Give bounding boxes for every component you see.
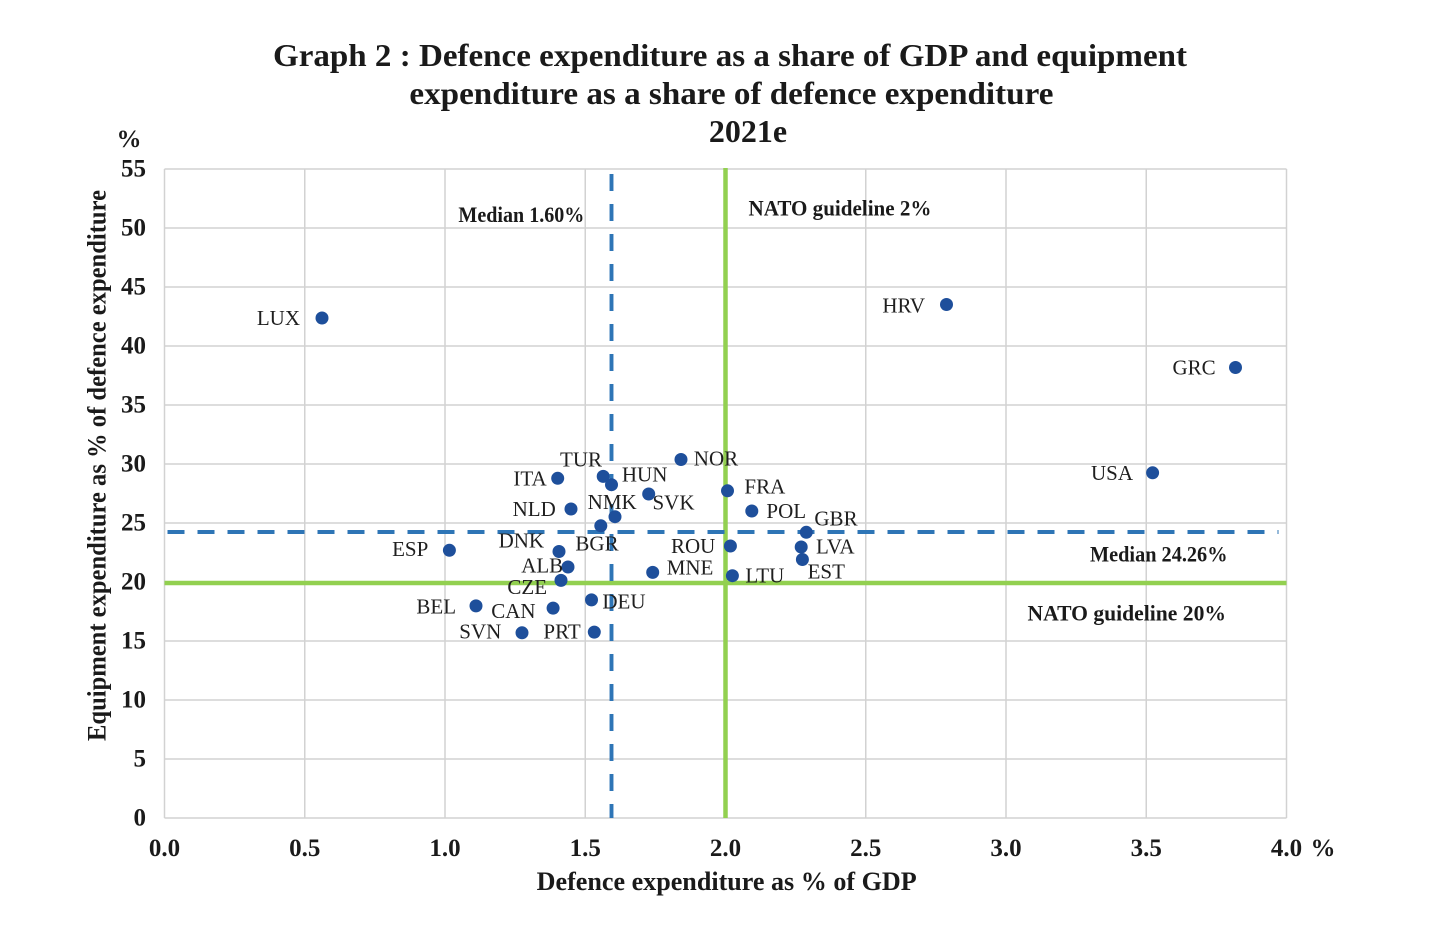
svg-text:40: 40: [121, 333, 146, 360]
svg-text:Defence expenditure as % of GD: Defence expenditure as % of GDP: [537, 867, 917, 896]
svg-text:LUX: LUX: [257, 306, 300, 330]
svg-text:%: %: [1311, 835, 1336, 862]
svg-text:CZE: CZE: [507, 575, 547, 599]
svg-text:DEU: DEU: [602, 590, 645, 614]
svg-text:Equipment expenditure as % of: Equipment expenditure as % of defence ex…: [83, 190, 112, 741]
svg-text:45: 45: [121, 274, 146, 301]
svg-text:0.0: 0.0: [149, 835, 180, 862]
svg-text:0: 0: [134, 805, 147, 832]
svg-text:SVN: SVN: [459, 620, 501, 644]
svg-text:50: 50: [121, 215, 146, 242]
svg-text:30: 30: [121, 451, 146, 478]
svg-text:TUR: TUR: [560, 448, 602, 472]
svg-text:%: %: [117, 126, 142, 153]
svg-text:ROU: ROU: [671, 534, 715, 558]
svg-text:3.0: 3.0: [990, 835, 1021, 862]
svg-text:10: 10: [121, 687, 146, 714]
svg-text:LTU: LTU: [745, 564, 784, 588]
svg-text:2.5: 2.5: [850, 835, 881, 862]
svg-text:BEL: BEL: [416, 595, 456, 619]
svg-text:Median 24.26%: Median 24.26%: [1090, 542, 1228, 567]
svg-text:1.0: 1.0: [429, 835, 460, 862]
svg-text:NOR: NOR: [694, 447, 738, 471]
svg-text:Graph 2 : Defence expenditure: Graph 2 : Defence expenditure as a share…: [273, 37, 1187, 73]
svg-text:NATO guideline 2%: NATO guideline 2%: [749, 196, 932, 221]
svg-text:HRV: HRV: [882, 294, 925, 318]
svg-text:15: 15: [121, 628, 146, 655]
svg-text:GRC: GRC: [1173, 356, 1216, 380]
svg-text:expenditure as a share of defe: expenditure as a share of defence expend…: [409, 75, 1053, 111]
svg-text:PRT: PRT: [543, 620, 580, 644]
svg-text:FRA: FRA: [744, 475, 786, 499]
svg-text:1.5: 1.5: [570, 835, 601, 862]
svg-text:DNK: DNK: [499, 529, 545, 553]
svg-text:2021e: 2021e: [709, 113, 787, 149]
svg-text:EST: EST: [808, 560, 846, 584]
svg-text:BGR: BGR: [575, 532, 618, 556]
svg-text:4.0: 4.0: [1271, 835, 1302, 862]
svg-text:MNE: MNE: [667, 556, 714, 580]
svg-text:LVA: LVA: [816, 535, 855, 559]
svg-text:25: 25: [121, 510, 146, 537]
svg-text:POL: POL: [766, 499, 806, 523]
svg-text:ESP: ESP: [392, 537, 428, 561]
svg-text:5: 5: [134, 746, 147, 773]
svg-text:GBR: GBR: [814, 507, 857, 531]
svg-text:HUN: HUN: [622, 463, 668, 487]
svg-text:20: 20: [121, 569, 146, 596]
svg-text:2.0: 2.0: [710, 835, 741, 862]
svg-text:0.5: 0.5: [289, 835, 320, 862]
svg-text:NATO guideline 20%: NATO guideline 20%: [1028, 601, 1227, 626]
svg-text:35: 35: [121, 392, 146, 419]
svg-text:NMK: NMK: [588, 490, 637, 514]
svg-text:CAN: CAN: [491, 599, 535, 623]
svg-text:SVK: SVK: [653, 491, 695, 515]
svg-text:NLD: NLD: [513, 497, 556, 521]
svg-text:3.5: 3.5: [1131, 835, 1162, 862]
svg-text:55: 55: [121, 156, 146, 183]
svg-text:ALB: ALB: [521, 554, 563, 578]
svg-text:ITA: ITA: [513, 467, 547, 491]
svg-text:USA: USA: [1091, 461, 1134, 485]
svg-text:Median 1.60%: Median 1.60%: [458, 202, 584, 227]
